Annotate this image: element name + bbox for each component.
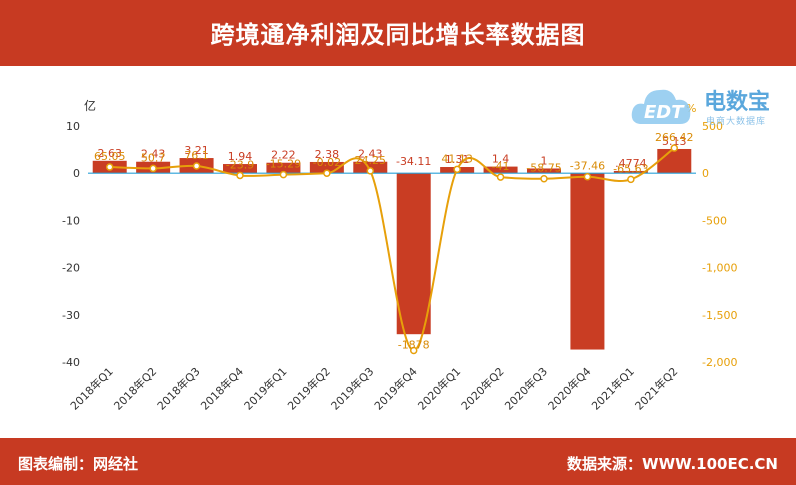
bar bbox=[396, 173, 431, 335]
left-tick-label: -20 bbox=[62, 262, 80, 275]
logo-brand: 电数宝 bbox=[704, 90, 771, 115]
growth-rate-point bbox=[583, 172, 592, 181]
left-tick-label: -40 bbox=[62, 356, 80, 369]
bar-value-label: 1 bbox=[541, 154, 548, 167]
line-value-label: 65.05 bbox=[94, 150, 126, 163]
left-tick-label: 0 bbox=[73, 167, 80, 180]
right-axis-unit: % bbox=[686, 102, 696, 115]
growth-rate-point bbox=[236, 171, 244, 180]
footer-source: 数据来源：WWW.100EC.CN bbox=[567, 455, 778, 473]
bar-value-label: 2.22 bbox=[271, 149, 296, 162]
bar bbox=[483, 166, 518, 174]
x-category-label: 2018年Q4 bbox=[198, 364, 247, 413]
x-category-label: 2020年Q2 bbox=[458, 364, 507, 413]
bar bbox=[657, 148, 692, 174]
chart-svg: 10 0 -10 -20 -30 -40 亿 500 0 -500 -1,000 -1,500 -2,0… bbox=[62, 98, 737, 413]
bar-value-label: 3.21 bbox=[184, 144, 209, 157]
growth-rate-point bbox=[192, 162, 201, 170]
growth-rate-point bbox=[279, 170, 288, 179]
line-value-label: -37.46 bbox=[570, 160, 605, 173]
left-tick-label: -30 bbox=[62, 309, 80, 322]
right-tick-label: 0 bbox=[702, 167, 709, 180]
right-tick-label: -500 bbox=[702, 214, 727, 227]
bar-value-label: 1.94 bbox=[228, 150, 253, 163]
line-value-label: -15.29 bbox=[266, 158, 301, 171]
footer-editor: 图表编制：网经社 bbox=[18, 455, 139, 473]
x-category-label: 2019年Q1 bbox=[241, 364, 290, 413]
line-value-label: -58.75 bbox=[526, 162, 561, 175]
line-value-label: -41 bbox=[492, 160, 510, 173]
x-category-label: 2018年Q1 bbox=[67, 364, 116, 413]
line-value-label: 50.7 bbox=[141, 151, 166, 164]
left-tick-label: -10 bbox=[62, 214, 80, 227]
x-category-label: 2019年Q4 bbox=[371, 364, 420, 413]
growth-rate-point bbox=[105, 163, 114, 171]
x-category-label: 2018年Q3 bbox=[154, 364, 203, 413]
logo-subtitle: 电商大数据库 bbox=[706, 117, 767, 127]
bar-value-label: 2.43 bbox=[358, 148, 383, 161]
chart-header: 跨境通净利润及同比增长率数据图 bbox=[0, 0, 796, 66]
right-tick-label: -1,500 bbox=[702, 309, 737, 322]
growth-rate-point bbox=[453, 165, 461, 174]
x-category-label: 2020年Q4 bbox=[545, 364, 594, 413]
growth-rate-point bbox=[670, 144, 679, 152]
chart-area: 10 0 -10 -20 -30 -40 亿 500 0 -500 -1,000 -1,500 -2,0… bbox=[0, 66, 796, 438]
bar-value-label: 1.31 bbox=[445, 153, 470, 166]
bar bbox=[570, 173, 605, 350]
line-value-label: -0.02 bbox=[313, 156, 341, 169]
line-value-label: -23.9 bbox=[226, 158, 254, 171]
bar bbox=[223, 164, 257, 174]
growth-rate-point bbox=[409, 346, 418, 355]
x-category-label: 2020年Q1 bbox=[415, 364, 464, 413]
logo-badge: EDT bbox=[644, 102, 685, 123]
growth-rate-point bbox=[149, 164, 157, 173]
line-value-label: 76.1 bbox=[184, 149, 209, 162]
growth-rate-point bbox=[627, 175, 635, 184]
growth-rate-point bbox=[366, 167, 375, 175]
growth-rate-point bbox=[323, 169, 331, 177]
bar-value-label: 1.4 bbox=[492, 153, 510, 166]
line-value-label: -65.63 bbox=[613, 162, 648, 175]
line-value-label: 24.25 bbox=[355, 154, 387, 167]
growth-rate-line bbox=[109, 147, 675, 352]
left-tick-label: 10 bbox=[66, 120, 80, 133]
right-tick-label: -1,000 bbox=[702, 262, 737, 275]
line-value-label: -1878 bbox=[398, 338, 430, 351]
cloud-logo-icon: EDT bbox=[631, 89, 691, 124]
edt-logo: EDT 电数宝 电商大数据库 bbox=[628, 78, 788, 134]
x-category-label: 2019年Q3 bbox=[328, 364, 377, 413]
right-tick-label: -2,000 bbox=[702, 356, 737, 369]
line-value-label: 266.42 bbox=[655, 131, 694, 144]
bar-value-label: .4774 bbox=[615, 157, 647, 170]
x-category-label: 2018年Q2 bbox=[111, 364, 160, 413]
bar bbox=[309, 161, 344, 174]
x-category-label: 2019年Q2 bbox=[284, 364, 333, 413]
bar bbox=[266, 162, 301, 174]
x-category-label: 2020年Q3 bbox=[502, 364, 551, 413]
chart-title: 跨境通净利润及同比增长率数据图 bbox=[210, 21, 586, 49]
bar-value-label: 5.13 bbox=[662, 135, 687, 148]
bar bbox=[527, 168, 561, 174]
bar-value-label: -34.11 bbox=[396, 155, 431, 168]
chart-footer: 图表编制：网经社 数据来源：WWW.100EC.CN bbox=[0, 438, 796, 485]
bar bbox=[613, 170, 648, 174]
left-axis-unit: 亿 bbox=[84, 98, 96, 113]
right-tick-label: 500 bbox=[702, 120, 723, 133]
growth-rate-point bbox=[540, 174, 548, 183]
bar-value-label: 2.43 bbox=[141, 148, 166, 161]
x-category-label: 2021年Q1 bbox=[588, 364, 637, 413]
line-value-label: 41.13 bbox=[441, 152, 473, 165]
bar-value-label: 2.38 bbox=[315, 148, 340, 161]
x-category-label: 2021年Q2 bbox=[632, 364, 681, 413]
bar-value-label: 2.63 bbox=[97, 147, 122, 160]
growth-rate-point bbox=[496, 173, 505, 181]
